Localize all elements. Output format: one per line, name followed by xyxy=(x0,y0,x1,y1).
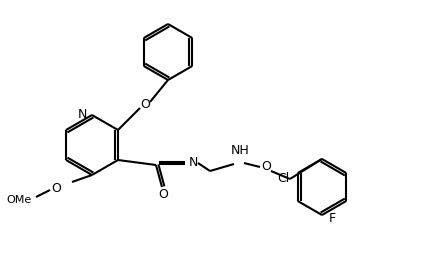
Text: O: O xyxy=(140,98,150,112)
Text: F: F xyxy=(328,212,336,224)
Text: O: O xyxy=(51,181,61,194)
Text: N: N xyxy=(77,107,87,120)
Text: OMe: OMe xyxy=(7,195,32,205)
Text: Cl: Cl xyxy=(278,172,290,184)
Text: N: N xyxy=(188,156,198,168)
Text: O: O xyxy=(261,159,271,172)
Text: O: O xyxy=(158,188,168,202)
Text: NH: NH xyxy=(231,144,250,157)
